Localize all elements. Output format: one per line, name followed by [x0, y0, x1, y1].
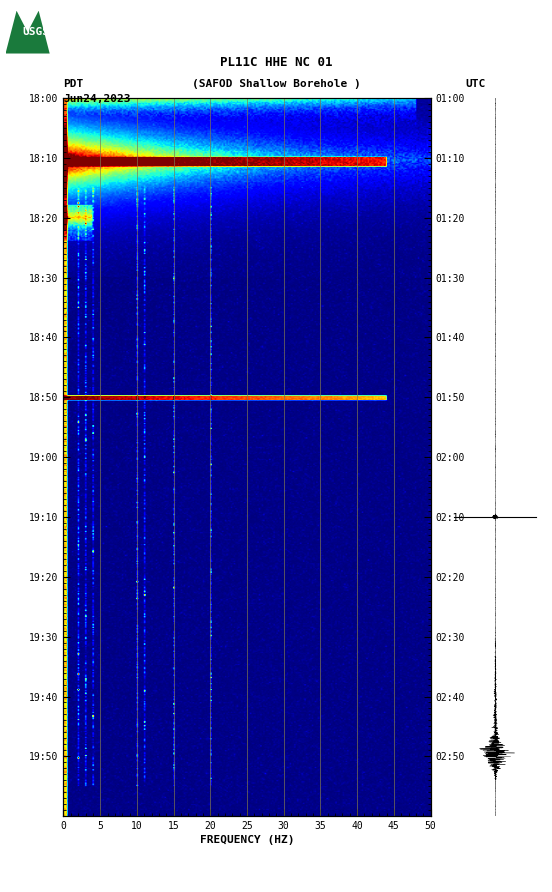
Text: USGS: USGS [23, 27, 49, 37]
Text: PDT: PDT [63, 79, 84, 89]
X-axis label: FREQUENCY (HZ): FREQUENCY (HZ) [200, 835, 294, 846]
Text: UTC: UTC [465, 79, 486, 89]
Text: PL11C HHE NC 01: PL11C HHE NC 01 [220, 55, 332, 69]
Polygon shape [6, 11, 50, 54]
Text: Jun24,2023: Jun24,2023 [63, 95, 131, 104]
Text: (SAFOD Shallow Borehole ): (SAFOD Shallow Borehole ) [192, 79, 360, 89]
